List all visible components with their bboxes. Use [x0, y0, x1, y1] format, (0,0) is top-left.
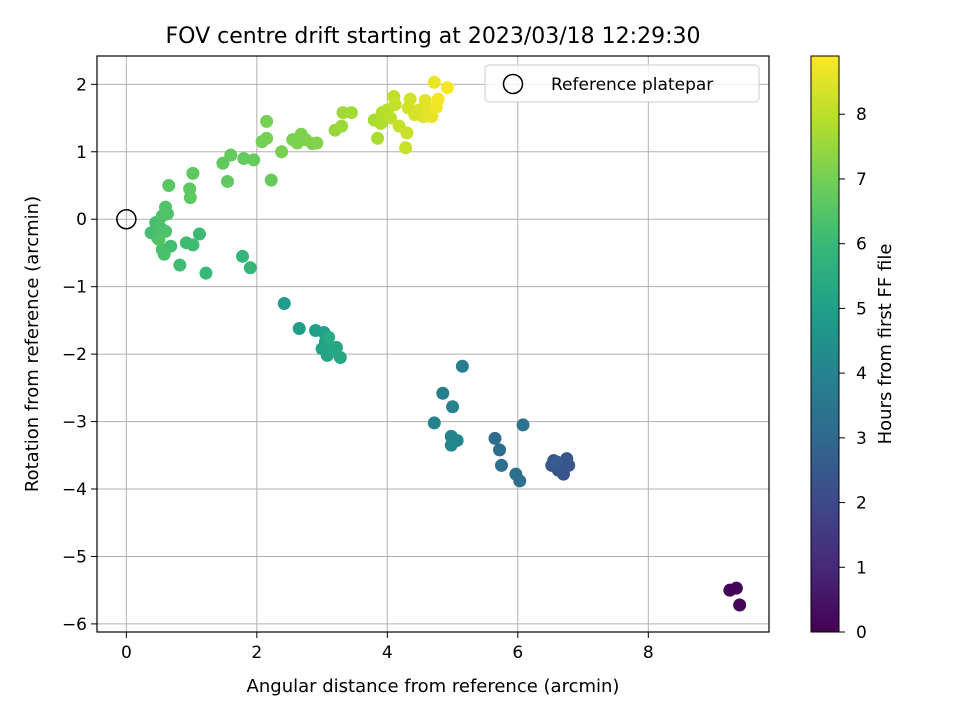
data-point: [427, 75, 441, 89]
data-point: [495, 458, 509, 472]
data-point: [516, 418, 530, 432]
data-point: [260, 114, 274, 128]
data-point: [243, 261, 257, 275]
legend: Reference platepar: [484, 64, 760, 103]
x-tick-label: 0: [121, 643, 132, 663]
reference-platepar-marker: [116, 208, 137, 230]
data-points: [144, 75, 747, 612]
y-tick-label: 2: [76, 75, 87, 95]
data-point: [224, 148, 238, 162]
colorbar-tick-label: 8: [856, 105, 867, 125]
data-point: [371, 131, 385, 145]
y-axis-label: Rotation from reference (arcmin): [22, 196, 43, 492]
data-point: [277, 297, 291, 311]
data-point: [157, 247, 171, 261]
data-point: [335, 119, 349, 133]
y-tick-label: −4: [62, 480, 87, 500]
colorbar-gradient: [810, 55, 840, 633]
data-point: [162, 178, 176, 192]
data-point: [220, 174, 234, 188]
data-point: [183, 182, 197, 196]
data-point: [235, 249, 249, 263]
colorbar-ticks: 0 1 2 3 4 5 6 7 8: [839, 105, 867, 643]
x-tick-label: 2: [251, 643, 262, 663]
data-point: [152, 232, 166, 246]
data-point: [216, 156, 230, 170]
colorbar-tick-label: 7: [856, 170, 867, 190]
data-point: [488, 431, 502, 445]
x-tick-label: 8: [643, 643, 654, 663]
data-point: [160, 207, 174, 221]
data-point: [733, 598, 747, 612]
y-tick-label: 0: [76, 210, 87, 230]
y-axis-ticks: 2 1 0 −1 −2 −3 −4 −5 −6: [62, 75, 97, 635]
colorbar-tick-label: 0: [856, 623, 867, 643]
legend-label: Reference platepar: [551, 75, 713, 95]
data-point: [403, 92, 417, 106]
data-point: [513, 474, 527, 488]
y-tick-label: −6: [62, 615, 87, 635]
data-point: [192, 227, 206, 241]
data-point: [418, 94, 432, 108]
data-point: [344, 106, 358, 120]
colorbar-tick-label: 3: [856, 429, 867, 449]
legend-marker: [502, 73, 524, 95]
data-point: [260, 131, 274, 145]
y-tick-label: −2: [62, 345, 87, 365]
data-point: [186, 238, 200, 252]
x-tick-label: 6: [512, 643, 523, 663]
data-point: [399, 141, 413, 155]
data-point: [388, 98, 402, 112]
data-point: [310, 136, 324, 150]
data-point: [247, 153, 261, 167]
data-point: [186, 166, 200, 180]
x-tick-label: 4: [382, 643, 393, 663]
data-point: [729, 581, 743, 595]
colorbar-tick-label: 2: [856, 494, 867, 514]
data-point: [562, 458, 576, 472]
data-point: [322, 330, 336, 344]
data-point: [264, 173, 278, 187]
colorbar-tick-label: 6: [856, 235, 867, 255]
data-point: [427, 416, 441, 430]
colorbar-tick-label: 4: [856, 364, 867, 384]
colorbar-tick-label: 5: [856, 299, 867, 319]
data-point: [444, 438, 458, 452]
x-axis-label: Angular distance from reference (arcmin): [247, 676, 620, 697]
data-point: [440, 81, 454, 95]
plot-frame: [96, 55, 770, 633]
data-point: [199, 266, 213, 280]
data-point: [173, 258, 187, 272]
colorbar-tick-label: 1: [856, 558, 867, 578]
y-tick-label: 1: [76, 143, 87, 163]
x-axis-ticks: 0 2 4 6 8: [121, 632, 654, 663]
y-tick-label: −5: [62, 547, 87, 567]
data-point: [384, 111, 398, 125]
y-tick-label: −3: [62, 413, 87, 433]
legend-box: [484, 64, 760, 103]
data-point: [237, 152, 251, 166]
data-point: [333, 350, 347, 364]
data-point: [431, 92, 445, 106]
data-point: [329, 340, 343, 354]
data-point: [455, 359, 469, 373]
y-tick-label: −1: [62, 278, 87, 298]
data-point: [493, 443, 507, 457]
data-point: [374, 116, 388, 130]
colorbar: 0 1 2 3 4 5 6 7 8 Hours from first FF file: [810, 55, 896, 643]
data-point: [446, 400, 460, 414]
data-point: [550, 455, 564, 469]
data-point: [400, 126, 414, 140]
chart-title: FOV centre drift starting at 2023/03/18 …: [166, 24, 701, 49]
data-point: [292, 321, 306, 335]
data-point: [436, 386, 450, 400]
colorbar-label: Hours from first FF file: [875, 244, 896, 445]
data-point: [275, 145, 289, 159]
